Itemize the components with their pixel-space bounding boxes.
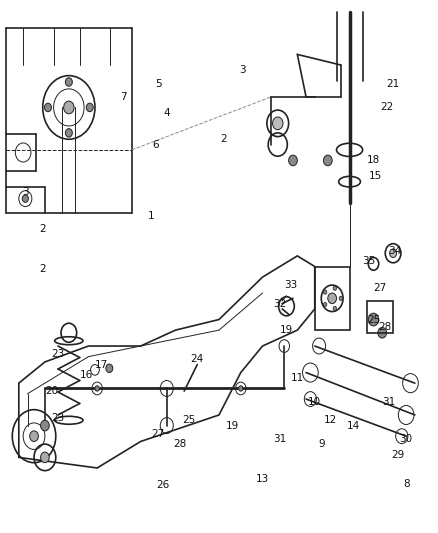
Circle shape [239, 386, 243, 391]
Circle shape [378, 327, 387, 338]
Circle shape [368, 313, 379, 326]
Circle shape [339, 296, 343, 301]
Text: 23: 23 [51, 349, 64, 359]
Text: 34: 34 [389, 246, 402, 256]
Text: 6: 6 [152, 140, 159, 150]
Text: 28: 28 [173, 439, 187, 449]
Text: 24: 24 [191, 354, 204, 364]
Circle shape [289, 155, 297, 166]
Text: 10: 10 [308, 397, 321, 407]
Text: 9: 9 [318, 439, 325, 449]
Circle shape [65, 78, 72, 86]
Circle shape [22, 195, 28, 203]
Text: 32: 32 [273, 298, 286, 309]
Circle shape [41, 452, 49, 463]
Circle shape [333, 286, 336, 290]
Text: 12: 12 [323, 415, 337, 425]
Text: 27: 27 [152, 429, 165, 439]
Circle shape [64, 101, 74, 114]
Circle shape [323, 155, 332, 166]
Text: 30: 30 [399, 434, 413, 444]
Circle shape [65, 128, 72, 137]
Text: 2: 2 [39, 224, 46, 235]
Circle shape [106, 364, 113, 373]
Circle shape [390, 249, 396, 257]
Text: 35: 35 [363, 256, 376, 266]
Text: 3: 3 [240, 66, 246, 75]
Text: 16: 16 [80, 370, 93, 380]
Circle shape [95, 386, 99, 391]
Text: 19: 19 [226, 421, 239, 431]
Text: 4: 4 [163, 108, 170, 118]
Text: 13: 13 [256, 474, 269, 483]
Text: 11: 11 [291, 373, 304, 383]
Text: 21: 21 [386, 78, 400, 88]
Text: 8: 8 [403, 479, 410, 489]
Text: 26: 26 [156, 480, 169, 490]
Text: 23: 23 [51, 413, 64, 423]
Text: 1: 1 [148, 211, 155, 221]
Circle shape [86, 103, 93, 112]
Text: 14: 14 [347, 421, 360, 431]
Text: 18: 18 [367, 156, 380, 165]
Circle shape [45, 103, 51, 112]
Text: 31: 31 [382, 397, 396, 407]
Circle shape [272, 117, 283, 130]
Text: 19: 19 [280, 325, 293, 335]
Circle shape [323, 290, 327, 294]
Bar [315, 266, 350, 330]
Text: 31: 31 [273, 434, 286, 444]
Text: 27: 27 [374, 282, 387, 293]
Text: 7: 7 [120, 92, 127, 102]
Text: 2: 2 [220, 134, 226, 144]
Text: 17: 17 [95, 360, 108, 369]
Text: 25: 25 [367, 314, 380, 325]
Circle shape [333, 306, 336, 311]
Text: 20: 20 [45, 386, 58, 396]
Text: 22: 22 [380, 102, 393, 112]
Circle shape [41, 420, 49, 431]
Bar [367, 301, 393, 333]
Text: 3: 3 [22, 187, 28, 197]
Text: 25: 25 [182, 415, 195, 425]
Text: 5: 5 [155, 78, 161, 88]
Circle shape [323, 302, 327, 306]
Text: 28: 28 [378, 322, 391, 333]
Circle shape [328, 293, 336, 304]
Text: 15: 15 [369, 172, 382, 181]
Circle shape [30, 431, 39, 441]
Text: 33: 33 [284, 280, 297, 290]
Text: 2: 2 [39, 264, 46, 274]
Text: 29: 29 [391, 450, 404, 460]
